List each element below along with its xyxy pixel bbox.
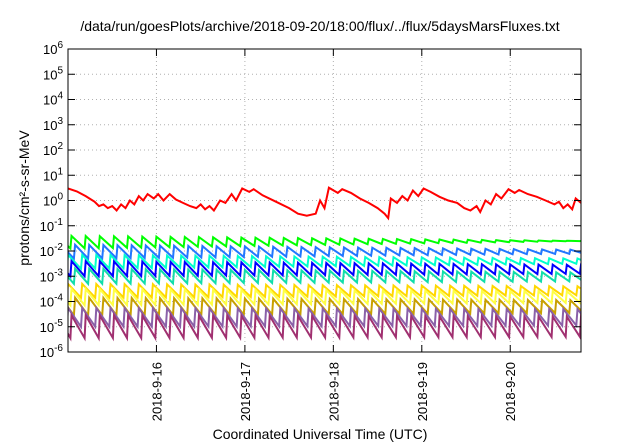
y-tick-base: 10: [43, 118, 57, 133]
y-tick-label: 104: [43, 91, 63, 108]
x-axis-label: Coordinated Universal Time (UTC): [212, 426, 428, 442]
series-line: [68, 286, 581, 308]
chart-title: /data/run/goesPlots/archive/2018-09-20/1…: [80, 18, 560, 34]
y-tick-exponent: 4: [57, 91, 63, 102]
y-tick-exponent: -3: [54, 267, 63, 278]
y-tick-base: 10: [43, 93, 57, 108]
x-tick-label: 2018-9-20: [503, 362, 518, 421]
y-tick-exponent: -6: [54, 343, 63, 354]
series-lines: [68, 186, 581, 342]
series-line: [68, 294, 581, 319]
y-tick-base: 10: [40, 244, 54, 259]
x-tick-label: 2018-9-17: [238, 362, 253, 421]
series-line: [68, 186, 581, 221]
y-tick-label: 10-5: [40, 318, 64, 335]
y-tick-label: 10-6: [40, 343, 64, 360]
x-tick-label: 2018-9-18: [326, 362, 341, 421]
y-tick-exponent: 5: [57, 65, 63, 76]
y-tick-label: 10-2: [40, 242, 64, 259]
y-tick-base: 10: [43, 143, 57, 158]
series-line: [68, 281, 581, 301]
y-tick-exponent: 3: [57, 116, 63, 127]
y-tick-label: 10-1: [40, 217, 64, 234]
y-tick-base: 10: [40, 295, 54, 310]
y-tick-base: 10: [40, 345, 54, 360]
y-tick-exponent: -4: [54, 293, 63, 304]
y-tick-base: 10: [40, 320, 54, 335]
y-tick-base: 10: [43, 42, 57, 57]
y-tick-base: 10: [40, 269, 54, 284]
y-tick-exponent: 6: [57, 40, 63, 51]
y-tick-label: 103: [43, 116, 63, 133]
y-tick-base: 10: [43, 67, 57, 82]
y-tick-label: 101: [43, 166, 63, 183]
y-tick-label: 102: [43, 141, 63, 158]
x-tick-label: 2018-9-16: [149, 362, 164, 421]
y-tick-base: 10: [40, 219, 54, 234]
axis-ticks: 10-610-510-410-310-210-11001011021031041…: [40, 40, 581, 421]
series-line: [68, 242, 581, 261]
y-tick-exponent: -1: [54, 217, 63, 228]
y-tick-label: 10-3: [40, 267, 64, 284]
y-tick-label: 106: [43, 40, 63, 57]
series-line: [68, 252, 581, 272]
series-line: [68, 311, 581, 342]
y-tick-exponent: 2: [57, 141, 63, 152]
y-tick-base: 10: [43, 194, 57, 209]
y-tick-exponent: -2: [54, 242, 63, 253]
y-tick-exponent: 1: [57, 166, 63, 177]
series-line: [68, 233, 581, 251]
y-tick-label: 10-4: [40, 293, 64, 310]
y-tick-base: 10: [43, 168, 57, 183]
y-tick-label: 100: [43, 192, 63, 209]
series-line: [68, 266, 581, 287]
series-line: [68, 304, 581, 330]
series-line: [68, 258, 581, 279]
y-tick-exponent: 0: [57, 192, 63, 203]
x-tick-label: 2018-9-19: [415, 362, 430, 421]
y-tick-label: 105: [43, 65, 63, 82]
y-tick-exponent: -5: [54, 318, 63, 329]
